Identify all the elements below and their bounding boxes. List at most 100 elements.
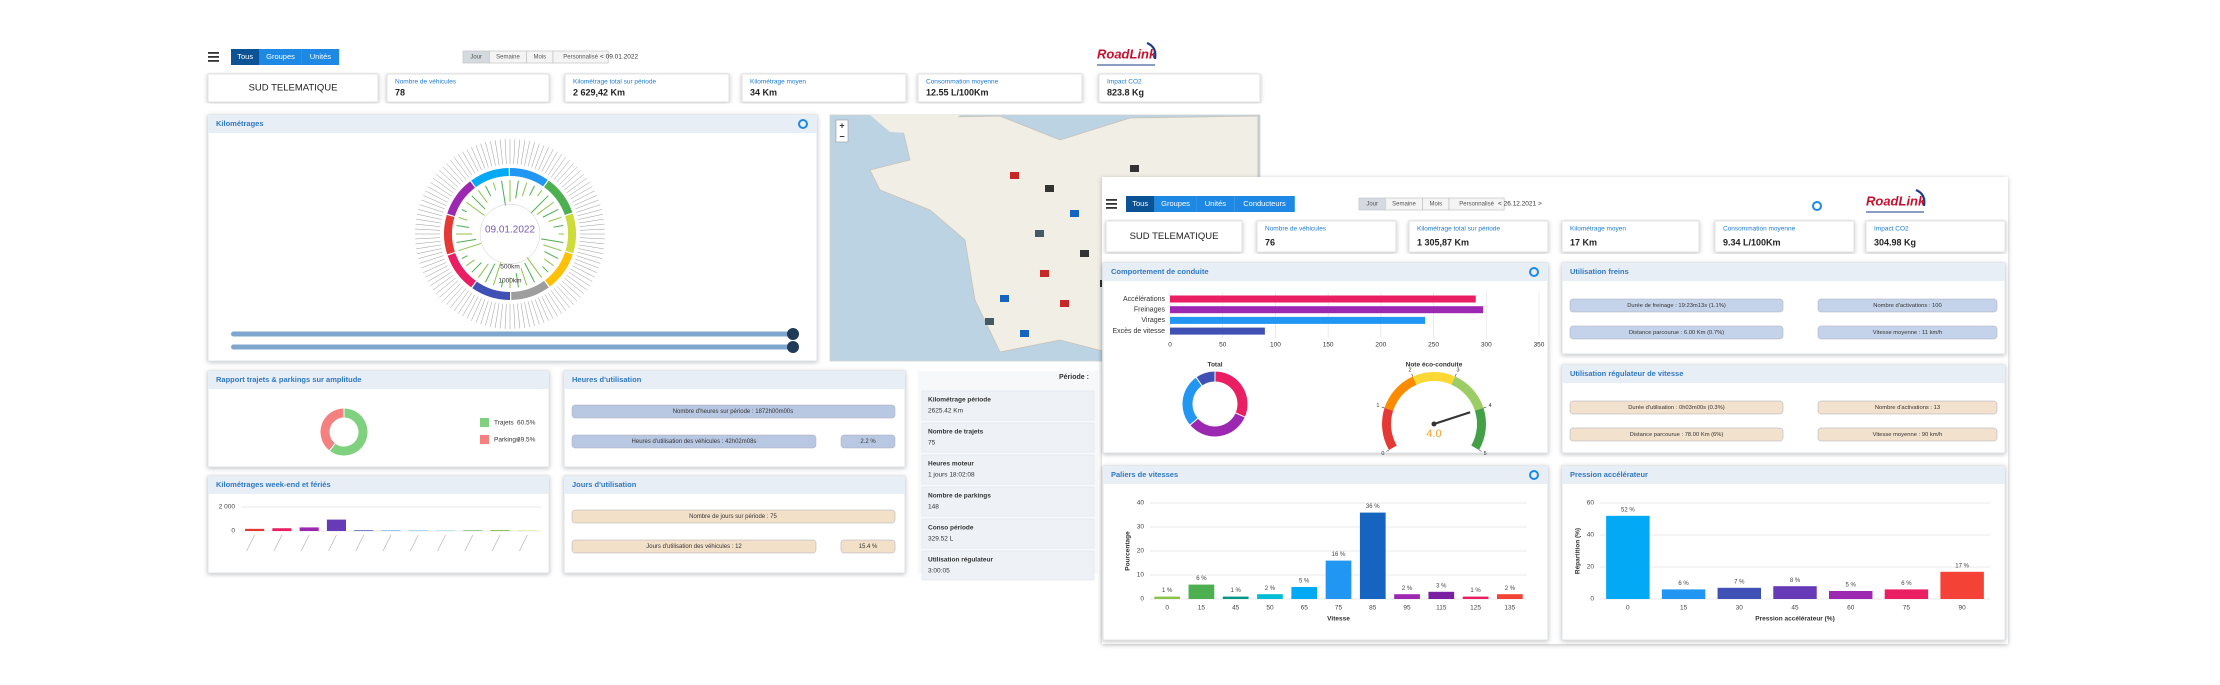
- date[interactable]: < 09.01.2022: [600, 54, 639, 61]
- pill-text: Nombre d'activations : 100: [1873, 303, 1941, 309]
- panel-title: Rapport trajets & parkings sur amplitude: [216, 375, 361, 384]
- value-label: 1 %: [1231, 588, 1242, 594]
- bar: [1154, 597, 1180, 599]
- y-tick-label: 40: [1587, 532, 1595, 539]
- kpi-label: Nombre de véhicules: [1265, 226, 1327, 233]
- period-label[interactable]: Jour: [470, 55, 482, 61]
- bar: [1170, 328, 1265, 335]
- period-label[interactable]: Jour: [1366, 202, 1378, 208]
- period-label[interactable]: Semaine: [1392, 202, 1416, 208]
- ring-label: 1000km: [498, 278, 521, 285]
- logo: RoadLink: [1097, 46, 1157, 61]
- kpi-label: Consommation moyenne: [926, 79, 999, 86]
- vehicle-marker[interactable]: [985, 318, 994, 325]
- summary-value: 75: [928, 440, 936, 447]
- pill-text: Jours d'utilisation des véhicules : 12: [646, 544, 742, 550]
- summary-value: 3:00:05: [928, 568, 950, 575]
- x-tick-label: 350: [1534, 342, 1545, 349]
- bar: [1257, 594, 1283, 599]
- summary-label: Nombre de trajets: [928, 429, 984, 436]
- period-label[interactable]: Mois: [1429, 202, 1442, 208]
- tab-label[interactable]: Groupes: [1161, 199, 1190, 208]
- logo: RoadLink: [1866, 193, 1926, 208]
- tab-label[interactable]: Unités: [310, 52, 332, 61]
- x-tick-label: 50: [1266, 605, 1274, 612]
- period-label[interactable]: Personnalisé: [1459, 202, 1494, 208]
- panel-title: Comportement de conduite: [1111, 267, 1209, 276]
- vehicle-marker[interactable]: [1070, 210, 1079, 217]
- slider-handle[interactable]: [787, 328, 799, 340]
- bar: [1940, 572, 1983, 599]
- summary-item: [922, 391, 1094, 420]
- pill-text: Vitesse moyenne : 11 km/h: [1873, 330, 1942, 336]
- period-label[interactable]: Personnalisé: [563, 55, 598, 61]
- kpi-label: Kilométrage total sur période: [573, 79, 656, 86]
- x-tick-label: 45: [1232, 605, 1240, 612]
- kpi-label: Nombre de véhicules: [395, 79, 457, 86]
- bar: [327, 520, 346, 531]
- y-axis-title: Répartition (%): [1575, 528, 1582, 574]
- zoom-out[interactable]: −: [839, 131, 844, 141]
- tab-label[interactable]: Groupes: [266, 52, 295, 61]
- vehicle-marker[interactable]: [1130, 165, 1139, 172]
- bar: [1394, 594, 1420, 599]
- y-tick-label: 40: [1137, 500, 1145, 507]
- x-tick-label: 100: [1270, 342, 1281, 349]
- vehicle-marker[interactable]: [1080, 250, 1089, 257]
- kpi-value: 2 629,42 Km: [573, 87, 625, 97]
- bar: [1662, 589, 1705, 599]
- value-label: 2 %: [1402, 586, 1413, 592]
- vehicle-marker[interactable]: [1045, 185, 1054, 192]
- y-tick-label: 20: [1137, 548, 1145, 555]
- bar: [1189, 585, 1215, 599]
- zoom-in[interactable]: +: [839, 120, 844, 130]
- value-label: 2 %: [1265, 586, 1276, 592]
- panel-title: Utilisation freins: [1570, 267, 1629, 276]
- menu-icon: [208, 52, 219, 54]
- legend-value: 60.5%: [517, 420, 536, 427]
- vehicle-marker[interactable]: [1000, 295, 1009, 302]
- x-tick-label: 15: [1680, 605, 1688, 612]
- value-label: 1 %: [1470, 588, 1481, 594]
- value-label: 5 %: [1299, 579, 1310, 585]
- tab-label[interactable]: Tous: [1132, 199, 1148, 208]
- tab-label[interactable]: Conducteurs: [1243, 199, 1286, 208]
- gauge-tick-label: 2: [1408, 368, 1411, 374]
- vehicle-marker[interactable]: [1035, 230, 1044, 237]
- value-label: 3 %: [1436, 583, 1447, 589]
- kpi-value: 12.55 L/100Km: [926, 87, 989, 97]
- x-tick-label: 0: [1626, 605, 1630, 612]
- vehicle-marker[interactable]: [1010, 172, 1019, 179]
- period-label[interactable]: Semaine: [496, 55, 520, 61]
- date[interactable]: < 26.12.2021 >: [1498, 201, 1542, 208]
- bar: [463, 530, 482, 531]
- tab-label[interactable]: Unités: [1205, 199, 1227, 208]
- slider-handle[interactable]: [787, 341, 799, 353]
- slider-track[interactable]: [231, 345, 793, 350]
- y-tick-label: Excès de vitesse: [1112, 328, 1165, 335]
- panel-title: Utilisation régulateur de vitesse: [1570, 369, 1683, 378]
- bar: [1428, 592, 1454, 599]
- y-tick-label: 20: [1587, 564, 1595, 571]
- x-tick-label: 0: [1165, 605, 1169, 612]
- vehicle-marker[interactable]: [1060, 300, 1069, 307]
- summary-label: Kilométrage période: [928, 397, 991, 404]
- x-tick-label: 15: [1198, 605, 1206, 612]
- slider-track[interactable]: [231, 332, 793, 337]
- vehicle-marker[interactable]: [1040, 270, 1049, 277]
- tab-label[interactable]: Tous: [237, 52, 253, 61]
- gauge-tick-label: 0: [1381, 451, 1384, 457]
- summary-label: Conso période: [928, 525, 974, 532]
- x-tick-label: 85: [1369, 605, 1377, 612]
- x-tick-label: 135: [1504, 605, 1515, 612]
- x-tick-label: 75: [1903, 605, 1911, 612]
- vehicle-marker[interactable]: [1020, 330, 1029, 337]
- bar: [1326, 561, 1352, 599]
- x-axis-title: Pression accélérateur (%): [1755, 616, 1834, 623]
- kpi-value: 76: [1265, 237, 1275, 247]
- y-tick-label: 0: [1140, 596, 1144, 603]
- period-label[interactable]: Mois: [533, 55, 546, 61]
- x-tick-label: 150: [1323, 342, 1334, 349]
- x-axis-title: Vitesse: [1327, 616, 1350, 623]
- bar: [1223, 597, 1249, 599]
